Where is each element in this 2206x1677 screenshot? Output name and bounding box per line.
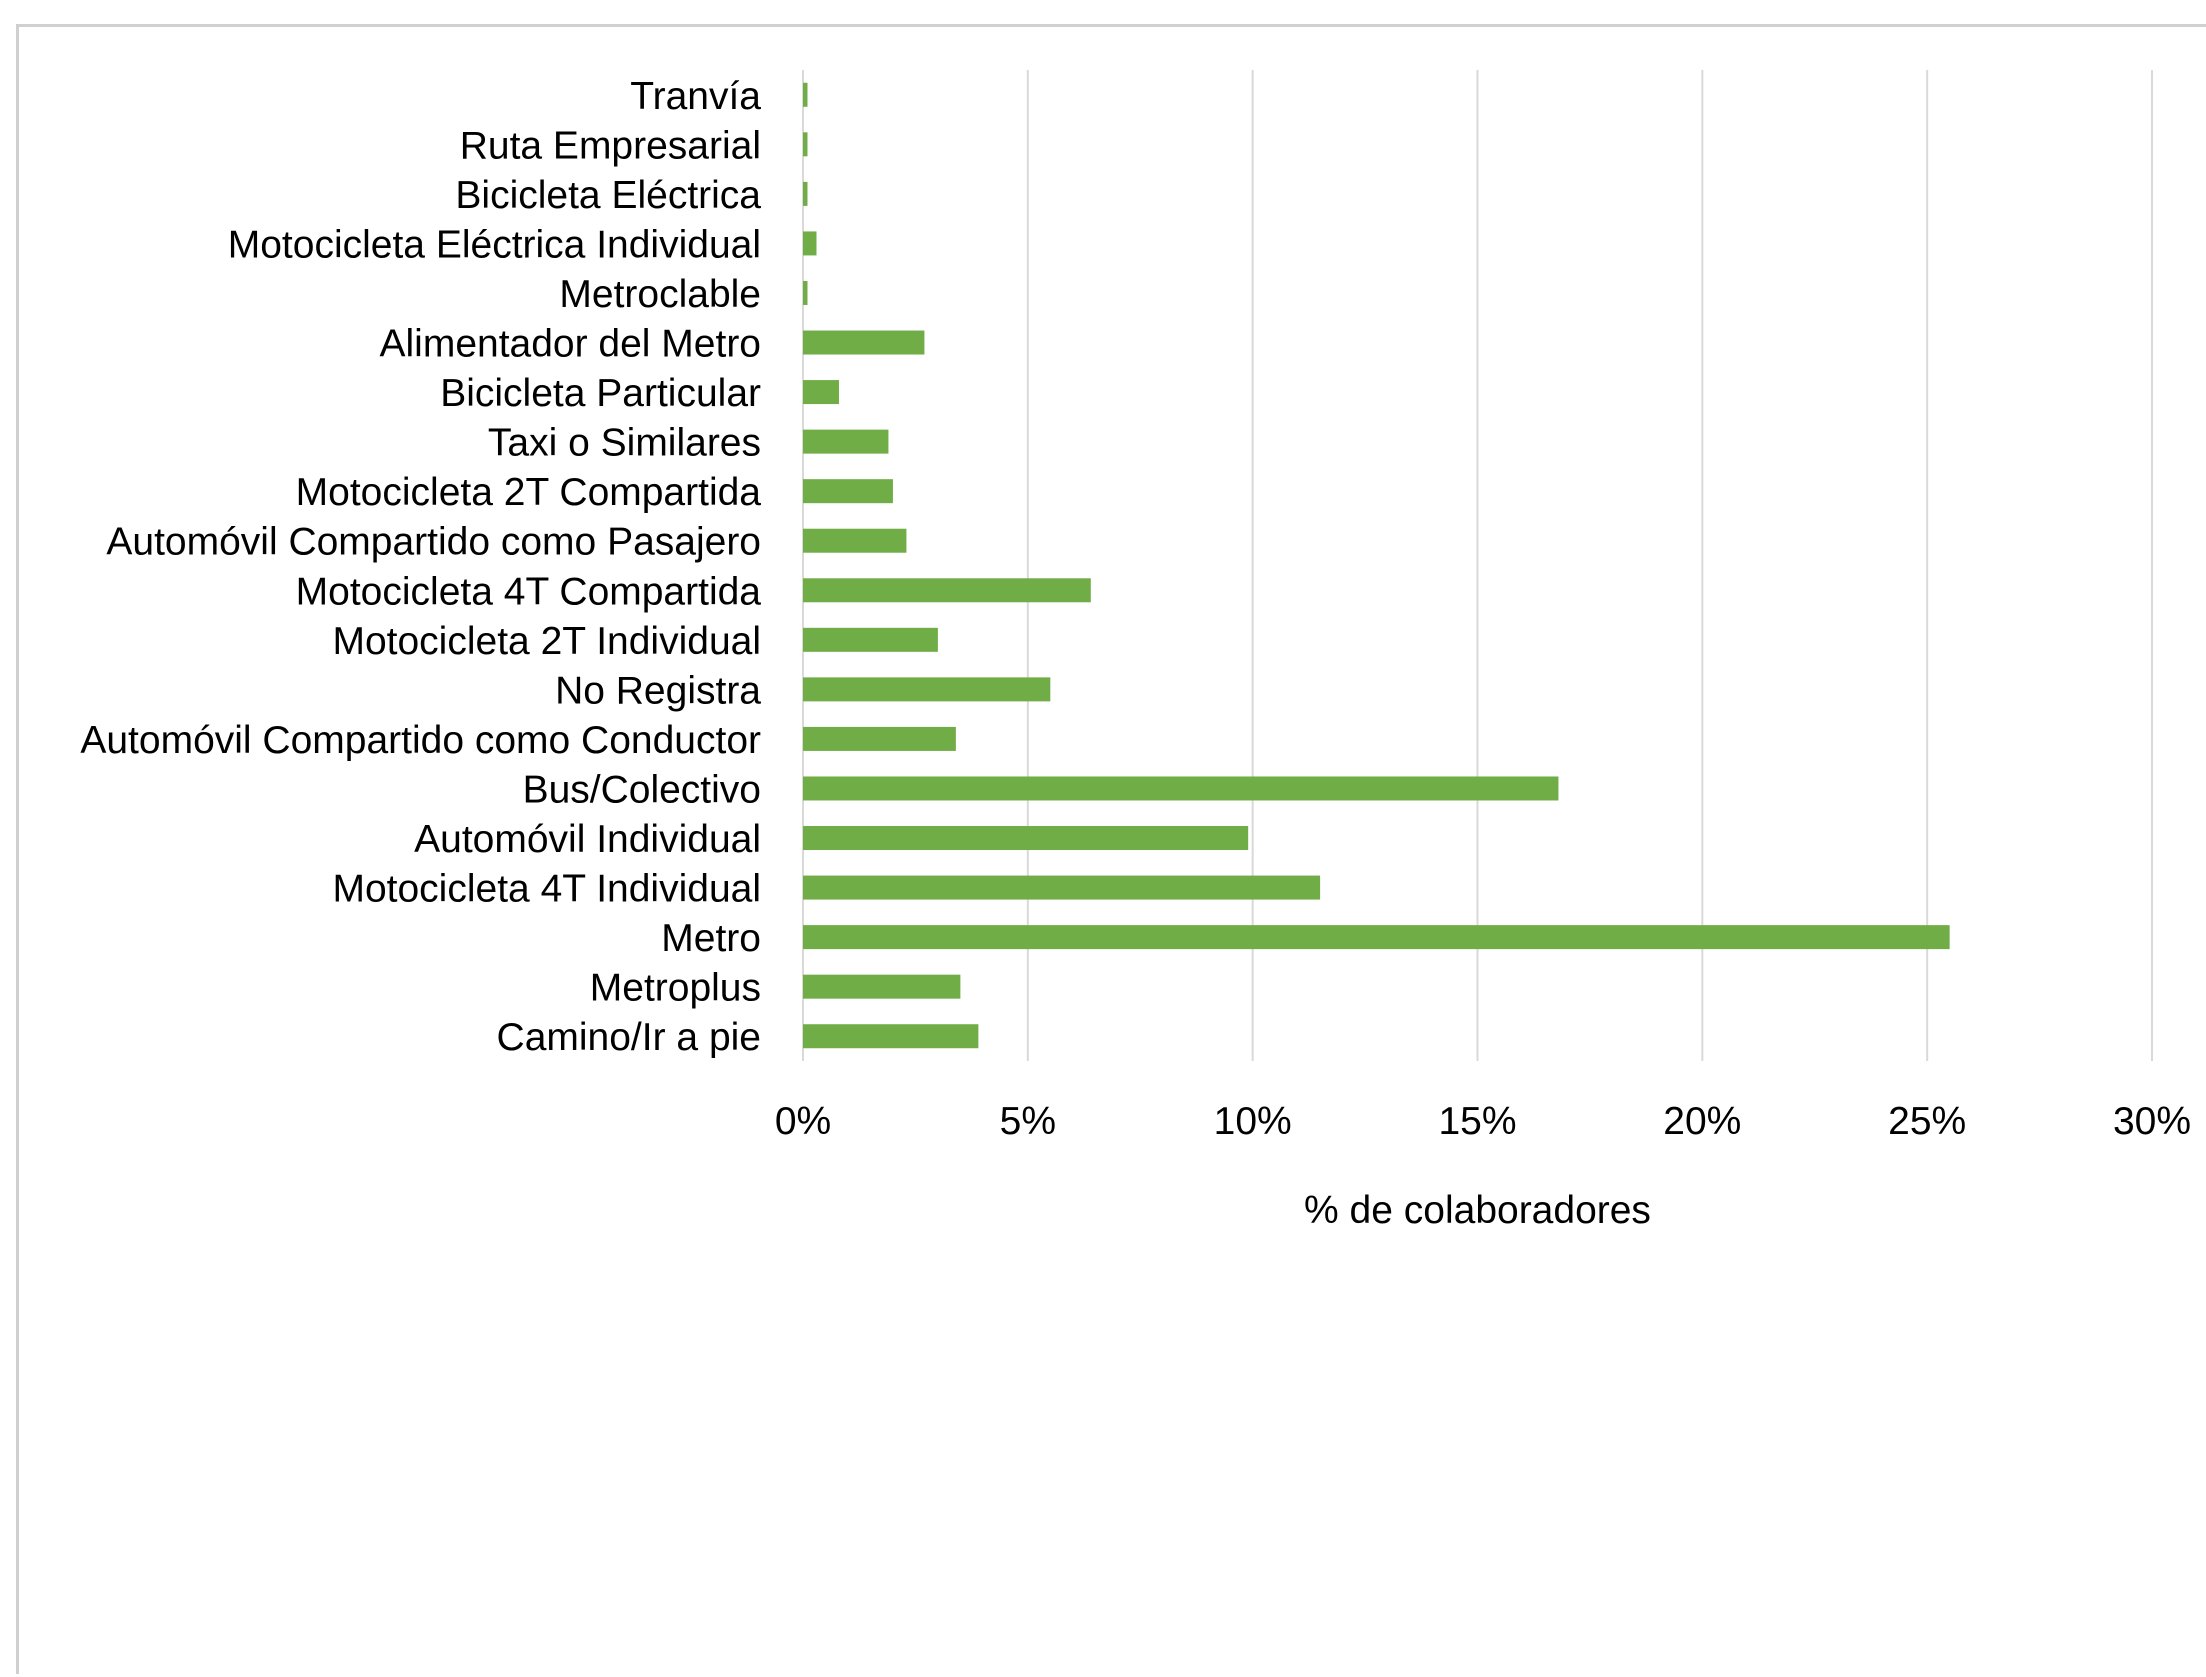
category-label: Bicicleta Particular xyxy=(440,372,761,415)
bar xyxy=(803,429,889,454)
category-label: Taxi o Similares xyxy=(488,422,761,465)
category-labels: Tranvía Ruta Empresarial Bicicleta Eléctri… xyxy=(80,75,761,1059)
bar xyxy=(803,677,1051,702)
category-label: Motocicleta 2T Compartida xyxy=(296,471,762,514)
bar xyxy=(803,578,1091,603)
bar xyxy=(803,776,1559,801)
x-tick-label: 10% xyxy=(1214,1100,1292,1143)
bar xyxy=(803,132,808,157)
bar xyxy=(803,181,808,206)
category-label: Automóvil Individual xyxy=(414,818,761,861)
bar xyxy=(803,479,893,504)
bar xyxy=(803,974,961,999)
category-label: Motocicleta 2T Individual xyxy=(332,620,761,663)
category-label: Motocicleta 4T Compartida xyxy=(296,570,762,613)
category-label: Camino/Ir a pie xyxy=(497,1016,761,1059)
bar xyxy=(803,875,1321,900)
bar xyxy=(803,82,808,107)
category-label: Metroclable xyxy=(559,273,761,316)
x-axis-title: % de colaboradores xyxy=(1304,1189,1651,1232)
bar xyxy=(803,627,938,652)
category-label: Metroplus xyxy=(590,967,761,1010)
category-label: Ruta Empresarial xyxy=(460,124,761,167)
category-label: Tranvía xyxy=(630,75,761,118)
bar xyxy=(803,380,839,405)
x-tick-labels: 0% 5% 10% 15% 20% 25% 30% xyxy=(775,1100,2191,1143)
x-tick-label: 0% xyxy=(775,1100,831,1143)
category-label: Bus/Colectivo xyxy=(523,768,761,811)
category-label: Automóvil Compartido como Pasajero xyxy=(106,521,761,564)
x-tick-label: 20% xyxy=(1663,1100,1741,1143)
category-label: Metro xyxy=(661,917,761,960)
category-label: Bicicleta Eléctrica xyxy=(455,174,761,217)
bar xyxy=(803,231,817,256)
category-label: Alimentador del Metro xyxy=(379,323,761,366)
bar xyxy=(803,330,925,355)
bar xyxy=(803,925,1950,950)
x-tick-label: 15% xyxy=(1438,1100,1516,1143)
bar-chart: Tranvía Ruta Empresarial Bicicleta Eléctri… xyxy=(80,70,2191,1232)
category-label: No Registra xyxy=(555,669,761,712)
x-tick-label: 30% xyxy=(2113,1100,2191,1143)
bar xyxy=(803,528,907,553)
bar xyxy=(803,280,808,305)
gridlines xyxy=(802,70,2153,1061)
category-label: Motocicleta Eléctrica Individual xyxy=(228,223,761,266)
x-tick-label: 5% xyxy=(1000,1100,1056,1143)
bar xyxy=(803,726,956,751)
bar xyxy=(803,826,1249,851)
chart-frame: Tranvía Ruta Empresarial Bicicleta Eléctri… xyxy=(16,24,2206,1674)
bars xyxy=(803,82,1950,1049)
bar xyxy=(803,1024,979,1049)
x-tick-label: 25% xyxy=(1888,1100,1966,1143)
category-label: Automóvil Compartido como Conductor xyxy=(80,719,761,762)
category-label: Motocicleta 4T Individual xyxy=(332,868,761,911)
